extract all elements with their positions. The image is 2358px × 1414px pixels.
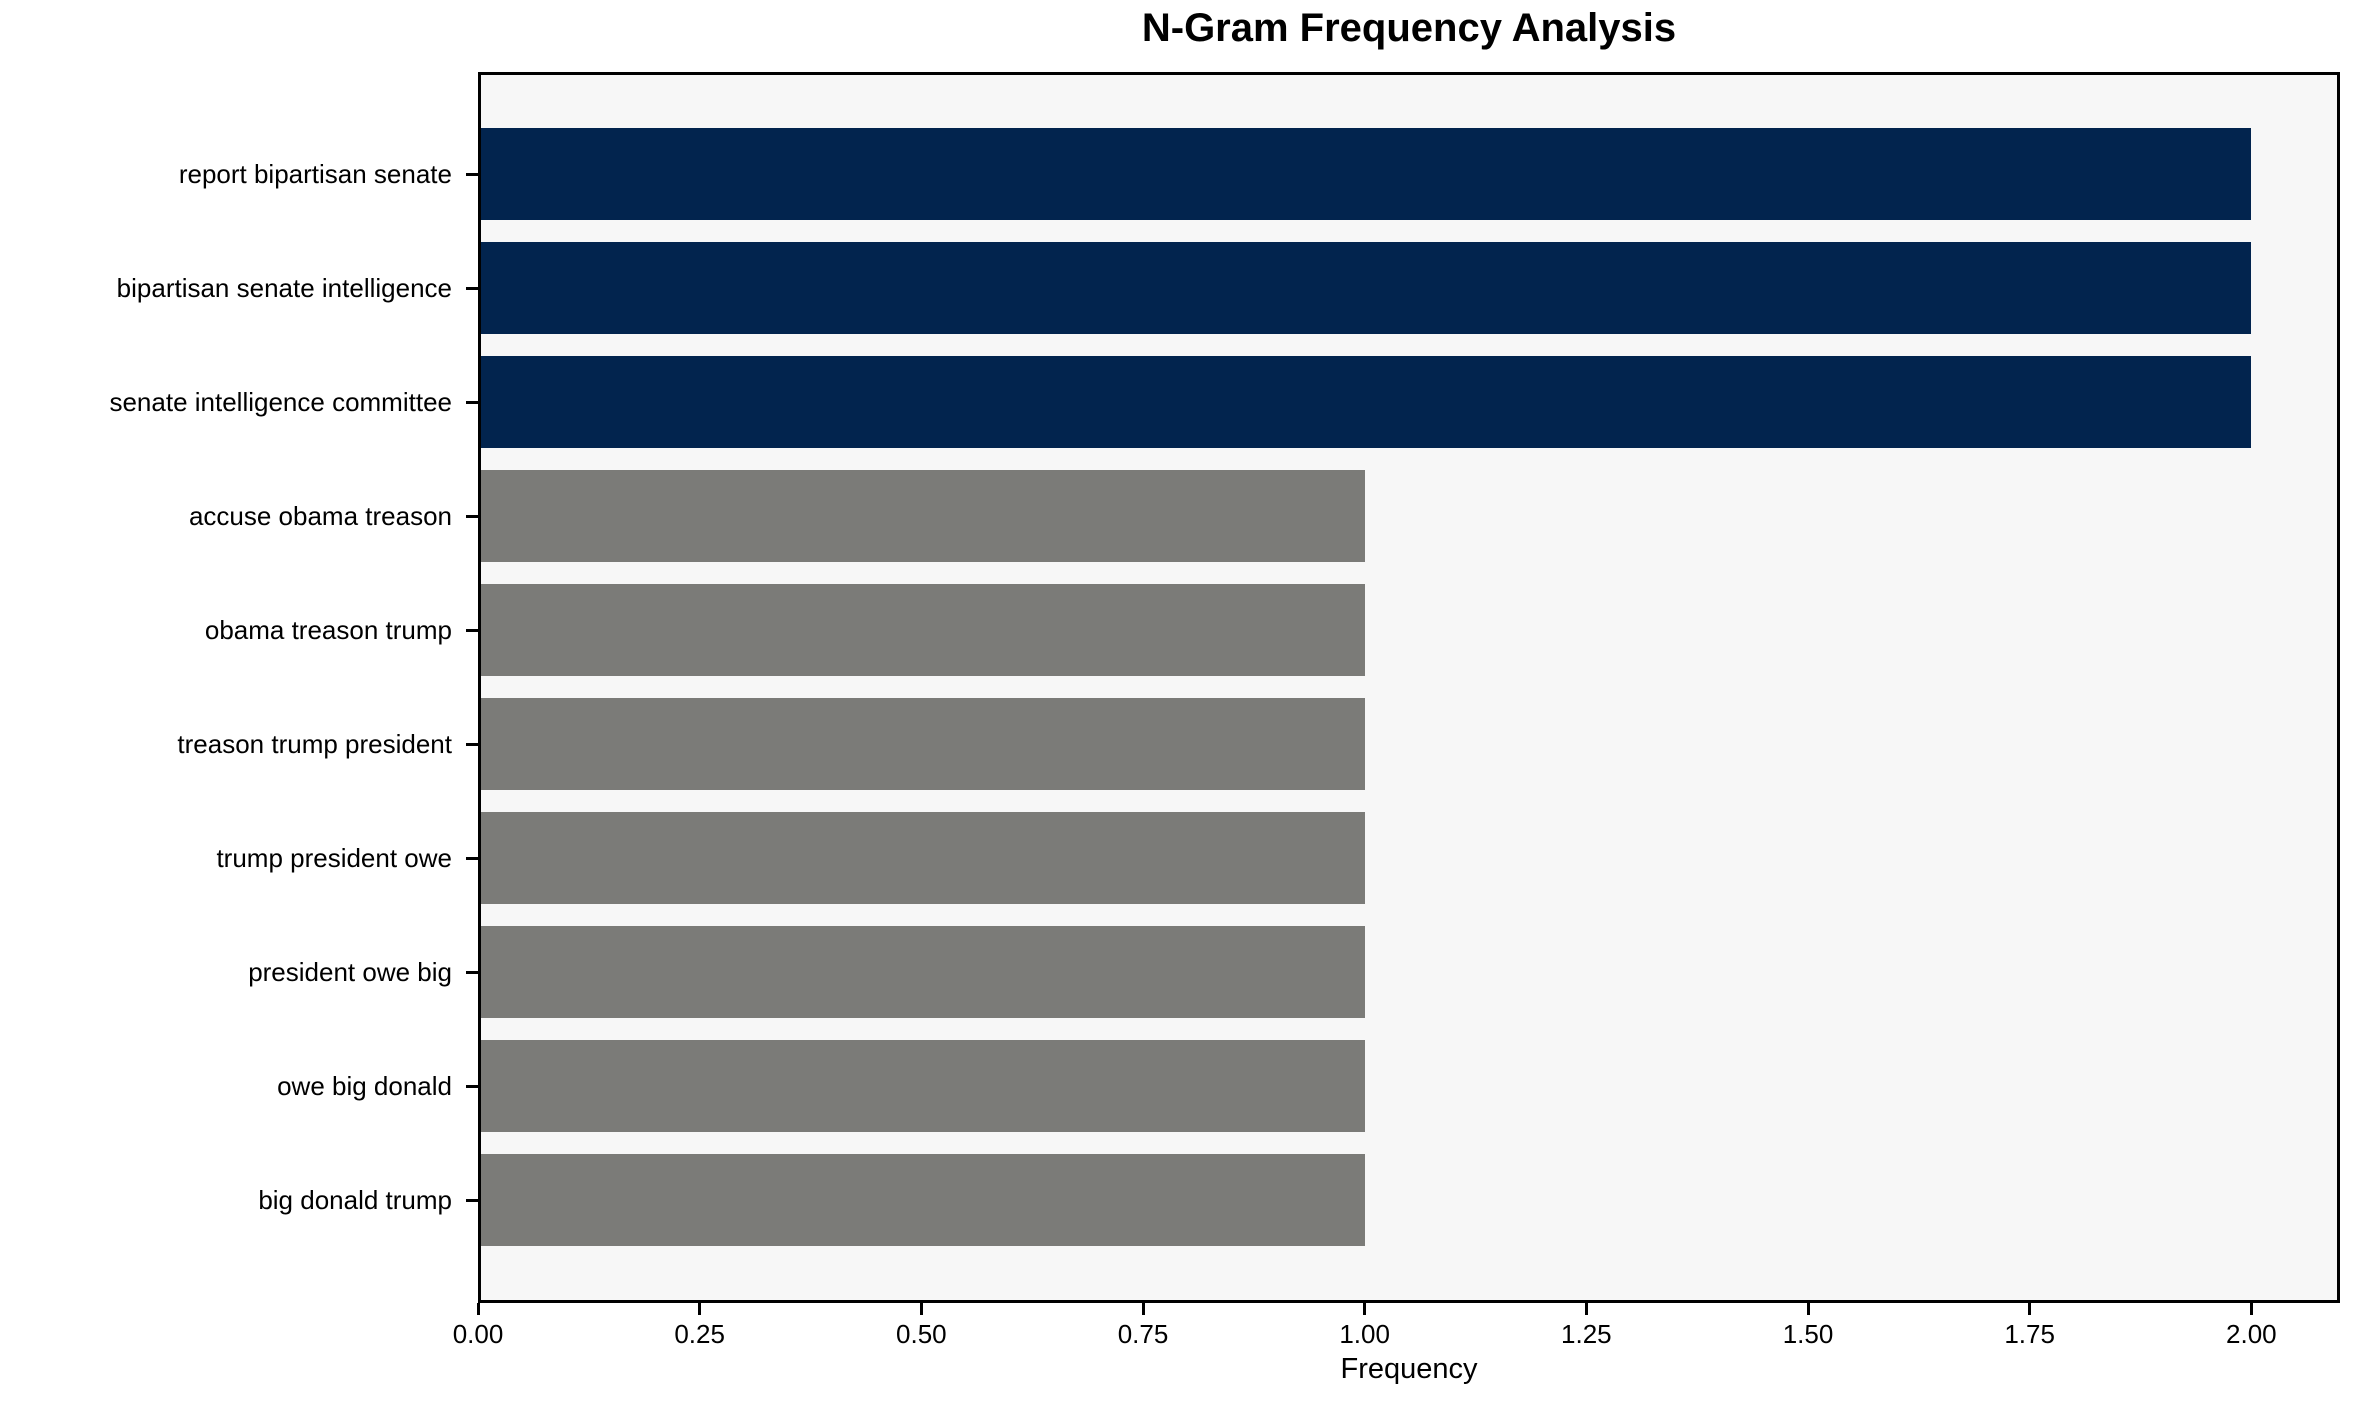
y-tick-mark	[466, 1198, 478, 1202]
y-tick-label: accuse obama treason	[188, 501, 452, 531]
bar	[478, 1040, 1365, 1132]
y-tick-label: trump president owe	[216, 843, 452, 873]
y-tick-label: obama treason trump	[204, 615, 452, 645]
x-tick-label: 2.00	[2226, 1319, 2277, 1349]
y-tick-label: report bipartisan senate	[178, 159, 452, 189]
x-tick-mark	[1363, 1303, 1367, 1315]
x-axis-title: Frequency	[1340, 1353, 1478, 1385]
y-tick-mark	[466, 856, 478, 860]
bar	[478, 812, 1365, 904]
y-tick-mark	[466, 172, 478, 176]
x-tick-label: 1.25	[1561, 1319, 1612, 1349]
bar	[478, 698, 1365, 790]
bar	[478, 470, 1365, 562]
y-tick-mark	[466, 286, 478, 290]
x-tick-label: 1.75	[2004, 1319, 2055, 1349]
y-tick-mark	[466, 628, 478, 632]
x-tick-mark	[2028, 1303, 2032, 1315]
y-tick-mark	[466, 742, 478, 746]
y-tick-label: treason trump president	[177, 729, 452, 759]
x-tick-mark	[698, 1303, 702, 1315]
x-tick-label: 0.50	[896, 1319, 947, 1349]
y-tick-mark	[466, 1084, 478, 1088]
y-tick-mark	[466, 400, 478, 404]
x-tick-mark	[2249, 1303, 2253, 1315]
bar	[478, 128, 2252, 220]
x-tick-mark	[1141, 1303, 1145, 1315]
y-tick-label: big donald trump	[258, 1185, 452, 1215]
bars-layer	[478, 72, 2340, 1303]
bar	[478, 926, 1365, 1018]
x-tick-mark	[1806, 1303, 1810, 1315]
x-tick-label: 0.75	[1117, 1319, 1169, 1349]
bar	[478, 1154, 1365, 1246]
x-tick-label: 0.00	[452, 1319, 504, 1349]
y-tick-label: bipartisan senate intelligence	[116, 273, 452, 303]
x-tick-mark	[1584, 1303, 1588, 1315]
x-tick-label: 0.25	[674, 1319, 725, 1349]
chart-title: N-Gram Frequency Analysis	[1141, 6, 1677, 50]
bar	[478, 356, 2252, 448]
bar	[478, 242, 2252, 334]
y-tick-label: president owe big	[248, 957, 452, 987]
x-tick-mark	[919, 1303, 923, 1315]
y-tick-mark	[466, 514, 478, 518]
bar	[478, 584, 1365, 676]
x-tick-label: 1.50	[1782, 1319, 1834, 1349]
y-tick-label: senate intelligence committee	[109, 387, 452, 417]
x-tick-label: 1.00	[1339, 1319, 1390, 1349]
y-tick-mark	[466, 970, 478, 974]
x-tick-mark	[476, 1303, 480, 1315]
y-tick-label: owe big donald	[277, 1071, 452, 1101]
